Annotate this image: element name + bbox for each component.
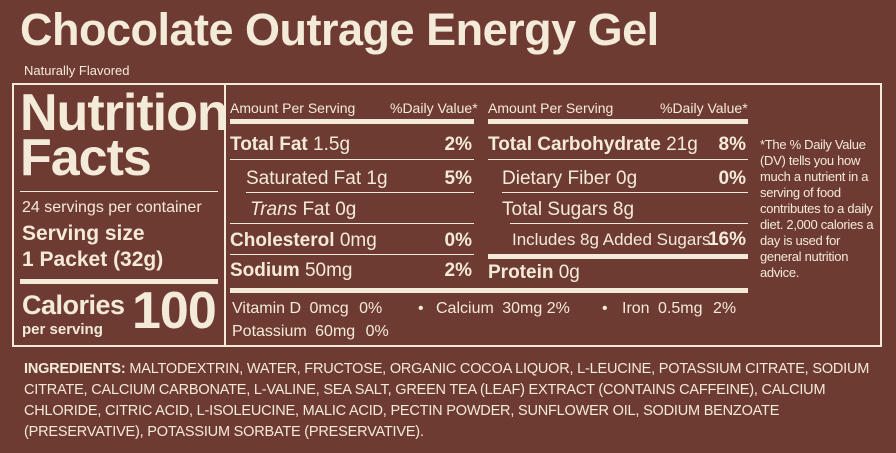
divider: [230, 159, 474, 160]
mineral-amount: 60mg: [315, 323, 356, 340]
nutrient-amount: 0g: [616, 168, 638, 189]
nutrient-amount: 0g: [558, 262, 580, 283]
serving-size-label: Serving size: [22, 222, 145, 245]
total-carbohydrate-dv: 8%: [718, 134, 746, 155]
product-subtitle: Naturally Flavored: [24, 63, 130, 78]
col2-header-right: %Daily Value*: [660, 100, 748, 116]
divider: [488, 159, 748, 160]
dietary-fiber-dv: 0%: [718, 168, 746, 189]
divider-thick: [488, 119, 748, 124]
nutrient-amount: 8g: [612, 199, 635, 220]
divider: [246, 192, 474, 193]
vitamin-dv: 0%: [359, 300, 383, 317]
nutrition-facts-heading: Nutrition Facts: [20, 84, 229, 187]
total-sugars-row: Total Sugars 8g: [502, 199, 634, 221]
vitamin-amount: 0mcg: [309, 300, 349, 317]
divider-thick: [488, 254, 748, 259]
bullet: •: [418, 300, 424, 317]
ingredients-label: INGREDIENTS:: [24, 361, 126, 377]
col1-header-left: Amount Per Serving: [230, 100, 356, 116]
cholesterol-dv: 0%: [444, 230, 472, 251]
protein-row: Protein 0g: [488, 262, 580, 284]
divider: [230, 254, 474, 255]
nutrient-amount: 21g: [666, 134, 698, 155]
sodium-row: Sodium 50mg: [230, 260, 352, 282]
nutrient-name: Total Fat: [230, 134, 308, 155]
trans-fat-row: Trans Fat 0g: [250, 199, 356, 221]
nutrient-name: Sodium: [230, 260, 300, 281]
divider: [20, 191, 218, 192]
iron-line: Iron 0.5mg 2%: [622, 300, 736, 318]
mineral-name: Iron: [622, 300, 650, 317]
ingredients: INGREDIENTS: MALTODEXTRIN, WATER, FRUCTO…: [24, 359, 876, 443]
calcium-line: Calcium 30mg 2%: [436, 300, 570, 318]
ingredients-text: MALTODEXTRIN, WATER, FRUCTOSE, ORGANIC C…: [24, 361, 870, 440]
nutrient-name: Saturated Fat: [246, 168, 362, 189]
saturated-fat-row: Saturated Fat 1g: [246, 168, 388, 190]
added-sugars-dv: 16%: [707, 229, 746, 250]
daily-value-footnote: *The % Daily Value (DV) tells you how mu…: [760, 137, 874, 280]
bullet: •: [602, 300, 608, 317]
nutrient-amount: 1g: [366, 168, 388, 189]
mineral-dv: 2%: [546, 300, 570, 317]
mineral-amount: 30mg: [502, 300, 543, 317]
added-sugars-row: Includes 8g Added Sugars: [512, 230, 711, 249]
total-fat-dv: 2%: [444, 134, 472, 155]
calories-value: 100: [132, 282, 217, 340]
calories-sub: per serving: [22, 321, 103, 338]
nutrient-name: Total Carbohydrate: [488, 134, 661, 155]
divider-thick: [230, 119, 474, 124]
mineral-dv: 0%: [365, 323, 389, 340]
heading-line-2: Facts: [20, 129, 152, 187]
vitamin-d-line: Vitamin D 0mcg 0%: [232, 300, 382, 318]
dietary-fiber-row: Dietary Fiber 0g: [502, 168, 637, 190]
potassium-line: Potassium 60mg 0%: [232, 323, 389, 341]
serving-size-value: 1 Packet (32g): [22, 248, 164, 271]
heading-line-1: Nutrition: [20, 84, 229, 142]
column-separator: [224, 85, 226, 345]
total-carbohydrate-row: Total Carbohydrate 21g: [488, 134, 698, 156]
cholesterol-row: Cholesterol 0mg: [230, 230, 377, 252]
divider: [230, 223, 474, 224]
nutrient-amount: 0g: [335, 199, 357, 220]
nutrient-name: Fat: [302, 199, 330, 220]
saturated-fat-dv: 5%: [444, 168, 472, 189]
nutrient-amount: 50mg: [304, 260, 353, 281]
mineral-name: Potassium: [232, 323, 307, 340]
mineral-name: Calcium: [436, 300, 494, 317]
nutrient-name: Dietary Fiber: [502, 168, 611, 189]
nutrition-facts-panel: Nutrition Facts 24 servings per containe…: [12, 83, 882, 347]
col1-header-right: %Daily Value*: [390, 100, 478, 116]
total-fat-row: Total Fat 1.5g: [230, 134, 350, 156]
divider-thick: [230, 288, 748, 293]
calories-label: Calories: [22, 290, 125, 320]
divider-thick: [20, 279, 218, 284]
nutrient-amount: 0mg: [339, 230, 377, 251]
nutrient-name: Cholesterol: [230, 230, 335, 251]
servings-per-container: 24 servings per container: [22, 199, 202, 216]
vitamin-name: Vitamin D: [232, 300, 302, 317]
divider: [510, 223, 748, 224]
col2-header-left: Amount Per Serving: [488, 100, 614, 116]
sodium-dv: 2%: [444, 260, 472, 281]
nutrient-name: Protein: [488, 262, 554, 283]
nutrient-name-italic: Trans: [250, 199, 298, 220]
product-title: Chocolate Outrage Energy Gel: [20, 4, 659, 55]
mineral-amount: 0.5mg: [658, 300, 703, 317]
mineral-dv: 2%: [712, 300, 737, 317]
nutrient-name: Total Sugars: [502, 199, 608, 220]
nutrient-amount: 1.5g: [313, 134, 351, 155]
divider: [502, 192, 748, 193]
